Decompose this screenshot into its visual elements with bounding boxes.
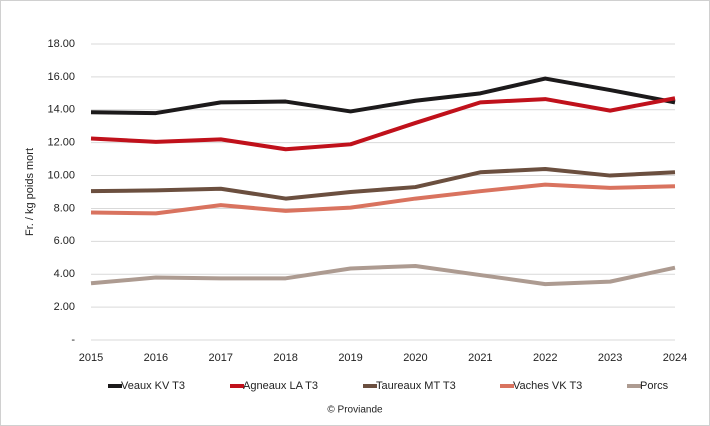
y-tick-label: 12.00 [47, 137, 75, 149]
y-tick-label: 4.00 [54, 268, 75, 280]
legend-label: Taureaux MT T3 [376, 380, 456, 392]
x-tick-label: 2019 [338, 352, 362, 364]
y-tick-label: 16.00 [47, 71, 75, 83]
x-tick-label: 2022 [533, 352, 557, 364]
y-tick-label: 6.00 [54, 235, 75, 247]
x-tick-label: 2016 [144, 352, 168, 364]
x-tick-label: 2018 [273, 352, 297, 364]
series-line [90, 76, 676, 116]
y-tick-label: 8.00 [54, 202, 75, 214]
series-line [90, 264, 676, 287]
legend-label: Agneaux LA T3 [243, 380, 318, 392]
series-line [90, 96, 676, 152]
y-tick-label: 14.00 [47, 104, 75, 116]
x-tick-label: 2021 [468, 352, 492, 364]
y-tick-label: 2.00 [54, 301, 75, 313]
x-tick-label: 2017 [209, 352, 233, 364]
legend-label: Veaux KV T3 [121, 380, 185, 392]
y-tick-label: 18.00 [47, 38, 75, 50]
x-tick-label: 2023 [598, 352, 622, 364]
y-tick-label: 10.00 [47, 169, 75, 181]
legend-label: Vaches VK T3 [513, 380, 582, 392]
y-axis-label: Fr. / kg poids mort [24, 148, 36, 236]
series-line [90, 166, 676, 201]
x-tick-label: 2020 [403, 352, 427, 364]
x-tick-label: 2015 [79, 352, 103, 364]
y-tick-label: - [71, 334, 75, 346]
x-tick-label: 2024 [663, 352, 687, 364]
legend-label: Porcs [640, 380, 669, 392]
series-line [90, 182, 676, 216]
source: © Proviande [327, 405, 383, 416]
